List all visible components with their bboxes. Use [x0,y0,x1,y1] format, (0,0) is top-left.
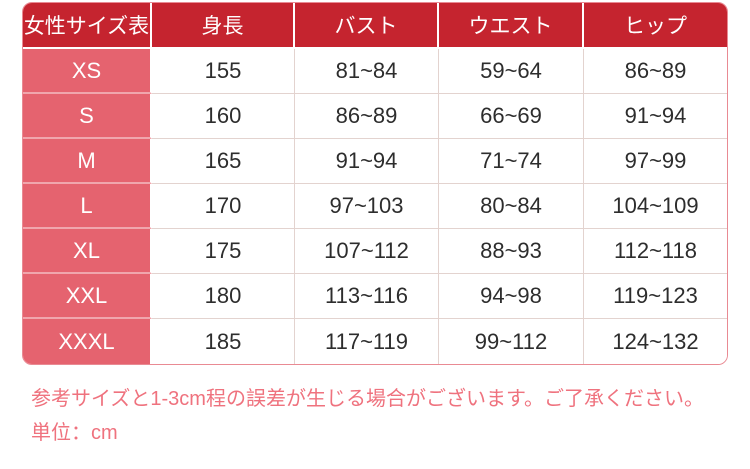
table-row-xl: XL 175 107~112 88~93 112~118 [23,229,727,274]
table-body: XS 155 81~84 59~64 86~89 S 160 86~89 66~… [23,49,727,364]
size-label-cell: XXXL [23,319,152,364]
waist-cell: 59~64 [439,49,584,94]
height-cell: 160 [152,94,295,139]
waist-cell: 66~69 [439,94,584,139]
bust-cell: 91~94 [295,139,439,184]
height-cell: 175 [152,229,295,274]
table-row-l: L 170 97~103 80~84 104~109 [23,184,727,229]
bust-cell: 113~116 [295,274,439,319]
size-label-cell: XS [23,49,152,94]
bust-cell: 86~89 [295,94,439,139]
unit-note: 単位：cm [31,422,118,444]
hip-cell: 112~118 [584,229,727,274]
header-cell-bust: バスト [295,3,439,49]
table-row-s: S 160 86~89 66~69 91~94 [23,94,727,139]
table-row-xxxl: XXXL 185 117~119 99~112 124~132 [23,319,727,364]
size-label-cell: M [23,139,152,184]
size-chart-table: 女性サイズ表 身長 バスト ウエスト ヒップ XS 155 81~84 59~6… [22,2,728,365]
size-label-cell: XL [23,229,152,274]
height-cell: 180 [152,274,295,319]
tolerance-note: 参考サイズと1-3cm程の誤差が生じる場合がございます。ご了承ください。 [31,388,704,410]
hip-cell: 97~99 [584,139,727,184]
footer-notes: 参考サイズと1-3cm程の誤差が生じる場合がございます。ご了承ください。 単位：… [31,382,704,450]
header-cell-table-title: 女性サイズ表 [23,3,152,49]
table-header-row: 女性サイズ表 身長 バスト ウエスト ヒップ [23,3,727,49]
waist-cell: 99~112 [439,319,584,364]
header-cell-waist: ウエスト [439,3,584,49]
bust-cell: 117~119 [295,319,439,364]
hip-cell: 104~109 [584,184,727,229]
height-cell: 170 [152,184,295,229]
height-cell: 165 [152,139,295,184]
bust-cell: 107~112 [295,229,439,274]
header-cell-height: 身長 [152,3,295,49]
bust-cell: 97~103 [295,184,439,229]
bust-cell: 81~84 [295,49,439,94]
size-label-cell: L [23,184,152,229]
height-cell: 185 [152,319,295,364]
hip-cell: 86~89 [584,49,727,94]
table-row-xxl: XXL 180 113~116 94~98 119~123 [23,274,727,319]
size-label-cell: XXL [23,274,152,319]
height-cell: 155 [152,49,295,94]
hip-cell: 119~123 [584,274,727,319]
waist-cell: 88~93 [439,229,584,274]
waist-cell: 80~84 [439,184,584,229]
hip-cell: 91~94 [584,94,727,139]
hip-cell: 124~132 [584,319,727,364]
table-row-m: M 165 91~94 71~74 97~99 [23,139,727,184]
table-row-xs: XS 155 81~84 59~64 86~89 [23,49,727,94]
size-label-cell: S [23,94,152,139]
header-cell-hip: ヒップ [584,3,727,49]
waist-cell: 94~98 [439,274,584,319]
waist-cell: 71~74 [439,139,584,184]
